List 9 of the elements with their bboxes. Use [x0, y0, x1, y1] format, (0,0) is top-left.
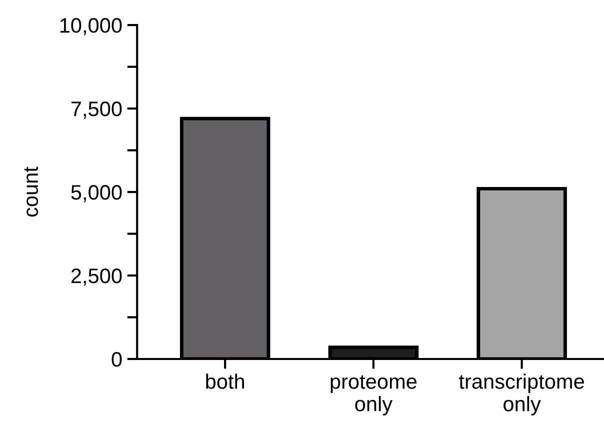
- y-tick-label: 10,000: [60, 18, 122, 36]
- y-tick-label: 2,500: [71, 268, 122, 286]
- y-axis-title: count: [24, 166, 38, 217]
- y-tick-label: 5,000: [71, 185, 122, 202]
- x-tick-label: transcriptome only: [459, 374, 584, 416]
- y-tick-label: 7,500: [71, 102, 122, 119]
- x-tick-label: both: [206, 374, 244, 389]
- y-tick-label: 0: [112, 352, 122, 367]
- x-tick-label: proteome only: [330, 375, 417, 416]
